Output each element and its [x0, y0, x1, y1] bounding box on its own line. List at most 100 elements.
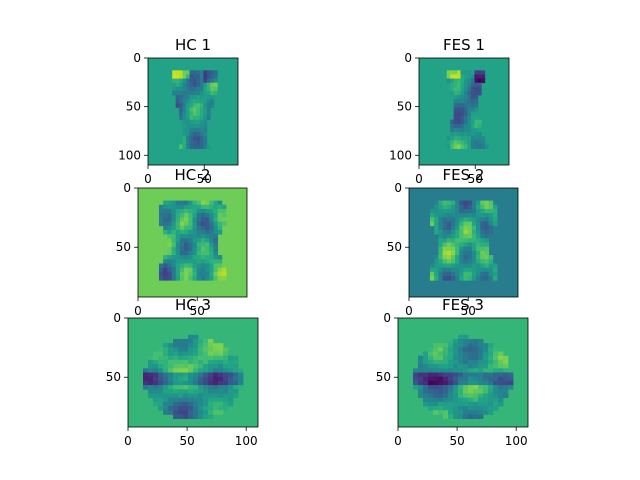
heatmap-cell	[438, 359, 444, 365]
heatmap-cell	[179, 221, 185, 227]
heatmap-cell	[474, 140, 479, 145]
heatmap-cell	[158, 221, 164, 227]
heatmap-cell	[453, 115, 458, 121]
heatmap-cell	[193, 99, 197, 104]
heatmap-cell	[459, 276, 464, 281]
heatmap-cell	[206, 115, 211, 121]
heatmap-cell	[158, 393, 164, 399]
heatmap-cell	[438, 250, 443, 256]
heatmap-cell	[178, 343, 184, 348]
heatmap-cell	[442, 263, 448, 269]
heatmap-cell	[200, 246, 206, 252]
heatmap-cell	[446, 276, 452, 281]
axes-frame	[418, 57, 510, 166]
heatmap-cell	[182, 78, 187, 84]
heatmap-cell	[438, 200, 443, 206]
heatmap-cell	[228, 364, 234, 369]
heatmap-cell	[484, 238, 490, 243]
heatmap-cell	[423, 351, 429, 357]
heatmap-cell	[457, 78, 461, 84]
heatmap-cell	[183, 372, 189, 378]
heatmap-cell	[476, 271, 481, 277]
heatmap-cell	[455, 238, 460, 243]
heatmap-cell	[459, 208, 464, 214]
heatmap-cell	[179, 276, 185, 281]
heatmap-cell	[480, 255, 485, 260]
heatmap-cell	[184, 259, 189, 264]
heatmap-cell	[184, 229, 189, 235]
heatmap-cell	[413, 368, 419, 373]
heatmap-cell	[453, 401, 459, 407]
heatmap-cell	[463, 368, 469, 373]
heatmap-cell	[167, 204, 172, 210]
heatmap-cell	[460, 70, 465, 75]
heatmap-cell	[186, 74, 190, 79]
heatmap-cell	[233, 385, 239, 390]
heatmap-cell	[205, 263, 210, 269]
heatmap-cell	[481, 144, 486, 149]
heatmap-cell	[153, 401, 159, 407]
heatmap-cell	[228, 351, 234, 357]
heatmap-cell	[189, 140, 194, 145]
heatmap-cell	[460, 86, 465, 92]
heatmap-cell	[196, 132, 201, 137]
heatmap-cell	[172, 74, 177, 79]
heatmap-cell	[153, 376, 159, 382]
heatmap-cell	[453, 119, 458, 125]
heatmap-cell	[205, 246, 210, 252]
heatmap-cell	[213, 393, 219, 399]
heatmap-cell	[460, 78, 465, 84]
heatmap-cell	[182, 132, 187, 137]
y-tick-label: 0	[133, 51, 141, 65]
heatmap-cell	[183, 380, 189, 386]
heatmap-cell	[209, 255, 214, 260]
heatmap-cell	[463, 393, 469, 399]
heatmap-cell	[428, 359, 434, 365]
heatmap-cell	[183, 393, 189, 399]
heatmap-cell	[459, 250, 464, 256]
heatmap-cell	[217, 271, 223, 277]
heatmap-cell	[458, 414, 464, 420]
heatmap-cell	[448, 372, 454, 378]
heatmap-cell	[446, 246, 452, 252]
heatmap-cell	[184, 242, 189, 248]
heatmap-cell	[438, 221, 443, 227]
heatmap-cell	[484, 259, 490, 264]
panel-title: FES 3	[442, 296, 484, 314]
heatmap-cell	[438, 246, 443, 252]
heatmap-cell	[468, 364, 474, 369]
heatmap-cell	[183, 397, 189, 403]
heatmap-cell	[460, 123, 465, 129]
heatmap-cell	[205, 267, 210, 273]
panel-title: HC 2	[174, 166, 210, 184]
heatmap-cell	[450, 200, 456, 206]
heatmap-cell	[199, 127, 204, 133]
heatmap-cell	[438, 217, 443, 222]
heatmap-cell	[476, 267, 481, 273]
heatmap-cell	[493, 389, 499, 394]
heatmap-cell	[467, 127, 472, 133]
heatmap-cell	[463, 401, 469, 407]
heatmap-cell	[218, 389, 224, 394]
heatmap-cell	[503, 359, 509, 365]
heatmap-cell	[498, 368, 504, 373]
heatmap-cell	[228, 355, 234, 361]
heatmap-cell	[213, 364, 219, 369]
heatmap-cell	[434, 259, 439, 264]
heatmap-cell	[218, 359, 224, 365]
heatmap-cell	[200, 259, 206, 264]
heatmap-cell	[183, 347, 189, 352]
heatmap-cell	[492, 271, 498, 277]
heatmap-cell	[474, 119, 479, 125]
heatmap-cell	[184, 213, 189, 218]
heatmap-cell	[189, 99, 194, 104]
heatmap-cell	[503, 368, 509, 373]
heatmap-cell	[453, 82, 458, 88]
heatmap-cell	[457, 82, 461, 88]
heatmap-cell	[473, 401, 479, 407]
heatmap-cell	[203, 347, 209, 352]
heatmap-cell	[473, 355, 479, 361]
heatmap-cell	[418, 372, 424, 378]
heatmap-cell	[498, 355, 504, 361]
heatmap-cell	[443, 393, 449, 399]
